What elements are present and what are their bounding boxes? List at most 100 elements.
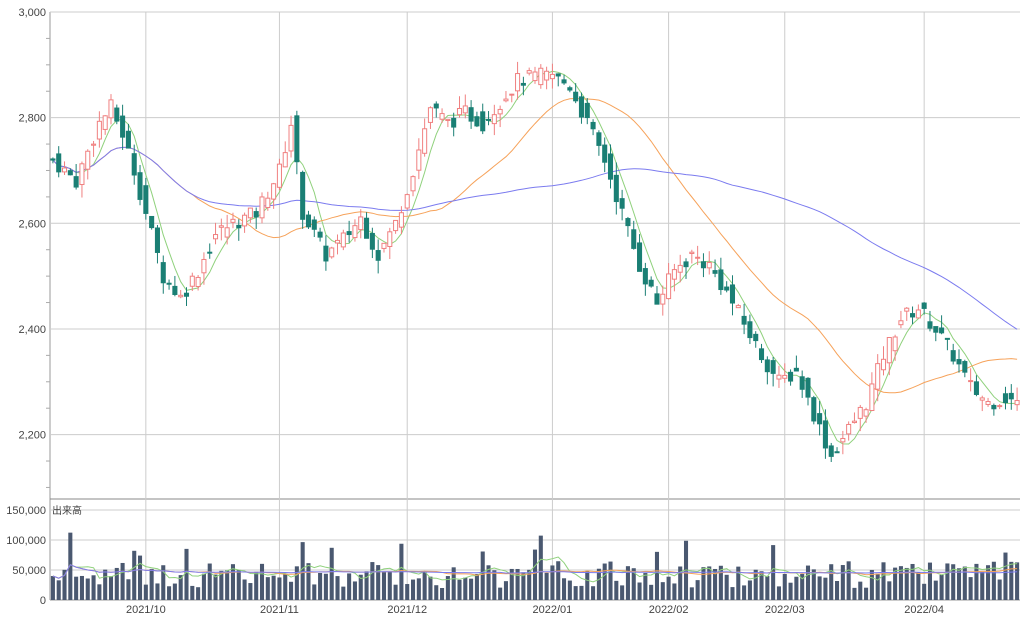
candle — [997, 404, 1003, 410]
volume-bar — [201, 573, 206, 600]
volume-bar — [916, 572, 921, 600]
candle — [305, 210, 312, 229]
volume-bar — [805, 565, 811, 600]
candle — [735, 303, 741, 309]
volume-tick-label: 100,000 — [6, 535, 46, 547]
volume-bar — [178, 575, 183, 600]
volume-bar — [550, 565, 555, 600]
candle — [950, 343, 956, 365]
candle — [462, 94, 468, 119]
volume-bar — [765, 576, 770, 600]
candle — [491, 104, 497, 136]
candle — [102, 115, 108, 135]
candle — [96, 111, 102, 148]
volume-bar — [254, 571, 259, 600]
volume-bar — [759, 571, 764, 600]
candle — [515, 61, 521, 100]
candle — [131, 144, 137, 185]
candle — [125, 123, 131, 149]
candle — [683, 258, 689, 279]
candle — [857, 404, 863, 432]
candle — [590, 119, 596, 136]
volume-bar — [335, 576, 340, 600]
volume-bar — [318, 572, 323, 600]
candle — [671, 263, 677, 292]
price-tick-label: 2,200 — [18, 430, 46, 442]
candle — [369, 227, 375, 259]
candle — [892, 334, 898, 361]
candle — [271, 182, 277, 209]
volume-bar — [933, 580, 938, 600]
volume-bar — [562, 578, 567, 600]
volume-bar — [678, 566, 683, 600]
candle — [904, 307, 910, 321]
candle — [79, 161, 85, 198]
candle — [782, 363, 788, 383]
candle — [985, 397, 991, 407]
volume-bar — [213, 574, 218, 600]
volume-bar — [538, 535, 543, 600]
candle — [869, 372, 875, 412]
date-tick-label: 2021/12 — [387, 604, 427, 616]
candle — [747, 314, 753, 345]
volume-bar — [527, 569, 532, 600]
candle — [921, 302, 927, 315]
candle — [398, 206, 404, 235]
candle — [311, 216, 317, 238]
candle — [648, 276, 654, 288]
volume-bar — [620, 585, 625, 600]
candle — [439, 108, 445, 123]
candle — [253, 207, 259, 229]
candle — [56, 146, 62, 178]
volume-axis-label: 出来高 — [52, 504, 82, 517]
volume-bar — [149, 568, 154, 600]
volume-bar — [695, 580, 700, 600]
volume-bar — [50, 576, 55, 600]
volume-bar — [811, 569, 816, 600]
volume-bar — [1003, 552, 1008, 600]
candle — [520, 76, 526, 96]
candle — [381, 242, 387, 253]
volume-bar — [713, 568, 718, 600]
candle — [346, 220, 352, 243]
volume-ma-mid — [52, 564, 1018, 579]
candle — [828, 442, 834, 463]
volume-bar — [137, 555, 143, 600]
volume-bar — [817, 576, 822, 600]
volume-tick-label: 0 — [40, 595, 46, 607]
candle — [567, 85, 573, 93]
volume-bar — [567, 580, 572, 600]
candle — [956, 349, 962, 373]
candle — [456, 96, 463, 118]
volume-bar — [544, 572, 549, 600]
volume-bar — [103, 569, 108, 600]
candle — [898, 310, 904, 329]
volume-bar — [556, 561, 561, 600]
volume-bar — [747, 580, 752, 600]
volume-bar — [469, 578, 474, 600]
volume-bar — [881, 562, 886, 600]
candle — [67, 168, 73, 176]
candle — [526, 67, 532, 76]
price-tick-label: 2,800 — [18, 113, 46, 125]
candle — [578, 92, 585, 124]
volume-bar — [498, 587, 503, 600]
candle — [700, 253, 706, 278]
candle — [154, 224, 160, 264]
candle — [880, 346, 887, 376]
volume-bar — [835, 581, 840, 600]
candle — [770, 356, 776, 387]
volume-bars — [50, 532, 1020, 600]
volume-bar — [74, 576, 79, 600]
volume-bar — [248, 583, 253, 600]
candle — [538, 64, 544, 89]
candle — [445, 118, 451, 128]
candle — [793, 355, 799, 372]
candle — [329, 246, 335, 259]
candle — [613, 162, 619, 215]
candle — [532, 66, 538, 84]
volume-bar — [829, 564, 834, 600]
candle — [433, 101, 439, 118]
volume-bar — [56, 580, 61, 600]
volume-bar — [869, 569, 874, 600]
